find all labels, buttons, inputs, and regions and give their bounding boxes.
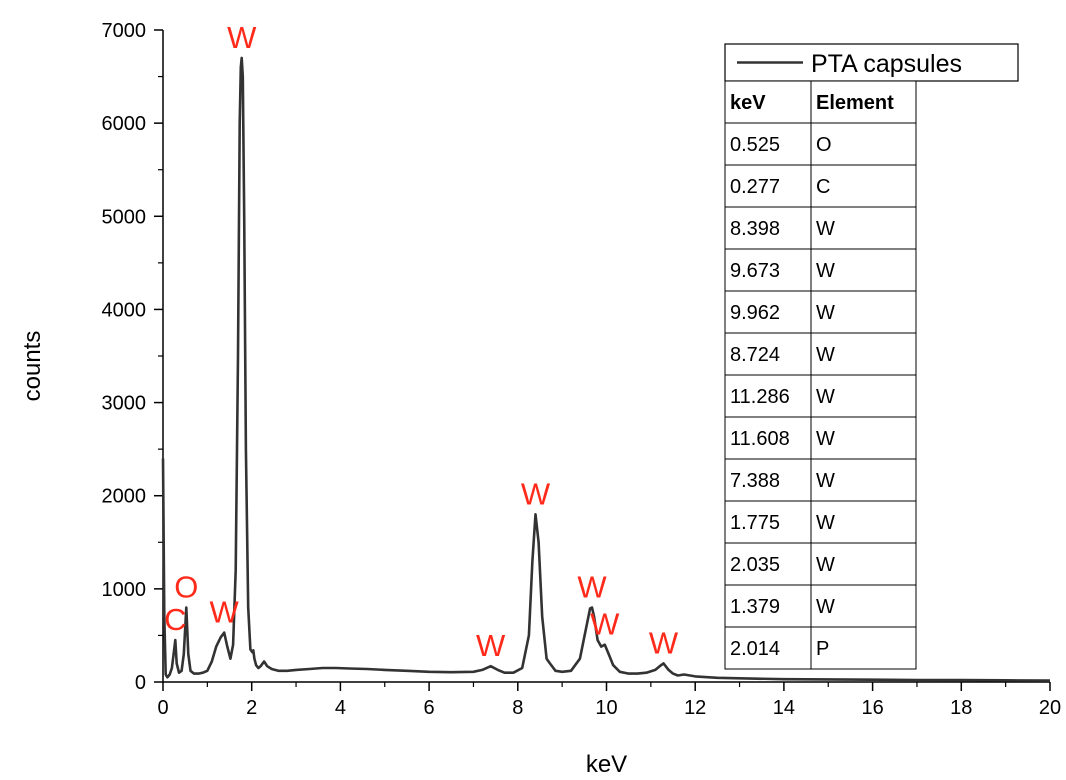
table-element-value: O — [816, 134, 832, 156]
table-element-value: W — [816, 596, 835, 618]
table-cell — [810, 626, 917, 670]
x-axis-title: keV — [586, 751, 627, 778]
series-line — [161, 56, 1051, 682]
table-element-value: W — [816, 428, 835, 450]
table-element-value: W — [816, 218, 835, 240]
x-tick-label: 10 — [595, 697, 617, 719]
table-cell — [810, 374, 917, 418]
table-kev-value: 2.014 — [730, 638, 780, 660]
table-cell — [810, 164, 917, 208]
peak-label-c: C — [164, 602, 186, 637]
table-kev-value: 9.962 — [730, 302, 780, 324]
x-tick-label: 0 — [157, 697, 168, 719]
table-cell — [724, 122, 812, 166]
x-tick-label: 6 — [424, 697, 435, 719]
y-tick-label: 0 — [135, 672, 146, 694]
peak-label-w: W — [227, 20, 257, 55]
table-kev-value: 11.286 — [730, 386, 790, 408]
peak-label-w: W — [590, 607, 620, 642]
y-tick-label: 2000 — [102, 486, 147, 508]
x-tick-label: 20 — [1039, 697, 1061, 719]
table-kev-value: 9.673 — [730, 260, 780, 282]
table-kev-value: 1.775 — [730, 512, 780, 534]
y-tick-label: 1000 — [102, 579, 147, 601]
table-kev-value: 11.608 — [730, 428, 790, 450]
table-kev-value: 2.035 — [730, 554, 780, 576]
series-layer — [161, 56, 1051, 682]
table-cell — [810, 542, 917, 586]
table-element-value: W — [816, 386, 835, 408]
table-kev-value: 8.724 — [730, 344, 780, 366]
table-kev-value: 0.277 — [730, 176, 780, 198]
table-cell — [810, 80, 917, 124]
x-tick-label: 16 — [861, 697, 883, 719]
table-element-value: W — [816, 470, 835, 492]
ticks: 0 2 4 6 8 10 12 14 16 18 20 0 1000 2000 3000 4000 5000 60… — [102, 20, 1062, 719]
table-element-value: W — [816, 260, 835, 282]
table-cell — [810, 122, 917, 166]
table-cell — [724, 374, 812, 418]
legend-label: PTA capsules — [811, 50, 962, 78]
x-tick-label: 12 — [684, 697, 706, 719]
table-element-value: W — [816, 554, 835, 576]
table-cell — [810, 248, 917, 292]
peak-label-w: W — [521, 476, 551, 511]
y-tick-label: 4000 — [102, 299, 147, 321]
y-tick-label: 6000 — [102, 113, 147, 135]
table-kev-value: 8.398 — [730, 218, 780, 240]
x-tick-label: 14 — [773, 697, 795, 719]
table-cell — [724, 80, 812, 124]
y-tick-label: 3000 — [102, 393, 147, 415]
x-tick-label: 18 — [950, 697, 972, 719]
peak-label-w: W — [476, 628, 506, 663]
table-element-value: C — [816, 176, 830, 198]
table-cell — [810, 206, 917, 250]
table-element-value: W — [816, 344, 835, 366]
legend-table: PTA capsules keV Element 0.525 O 0.277 C 8.398 W… — [724, 43, 1019, 670]
peak-label-o: O — [174, 569, 198, 604]
table-kev-value: 7.388 — [730, 470, 780, 492]
y-tick-label: 5000 — [102, 206, 147, 228]
peak-label-w: W — [577, 569, 607, 604]
table-kev-value: 0.525 — [730, 134, 780, 156]
table-cell — [810, 290, 917, 334]
table-cell — [724, 206, 812, 250]
table-cell — [810, 332, 917, 376]
table-cell — [810, 584, 917, 628]
table-cell — [810, 458, 917, 502]
table-cell — [724, 290, 812, 334]
peak-label-w: W — [210, 595, 240, 630]
table-kev-value: 1.379 — [730, 596, 780, 618]
x-tick-label: 4 — [335, 697, 346, 719]
table-element-value: W — [816, 302, 835, 324]
x-tick-label: 8 — [512, 697, 523, 719]
y-tick-label: 7000 — [102, 20, 147, 42]
table-element-value: W — [816, 512, 835, 534]
x-tick-label: 2 — [246, 697, 257, 719]
table-header-kev: keV — [730, 92, 766, 114]
peak-label-w: W — [649, 625, 679, 660]
table-cell — [724, 542, 812, 586]
table-element-value: P — [816, 638, 829, 660]
y-axis-title: counts — [19, 331, 46, 402]
table-header-element: Element — [816, 92, 894, 114]
table-cell — [724, 248, 812, 292]
